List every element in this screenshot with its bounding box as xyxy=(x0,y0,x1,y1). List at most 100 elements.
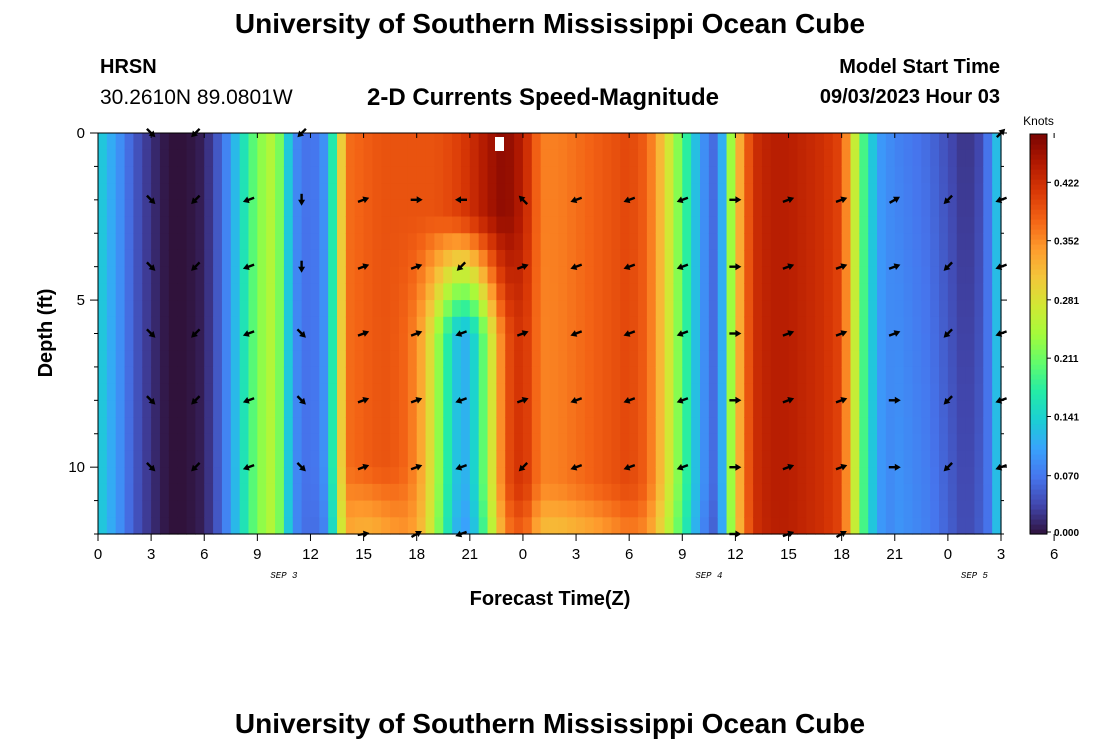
heatmap-cell xyxy=(638,500,648,518)
heatmap-cell xyxy=(487,500,497,518)
heatmap-cell xyxy=(372,149,382,168)
heatmap-cell xyxy=(283,383,294,401)
heatmap-cell xyxy=(151,417,161,435)
heatmap-cell xyxy=(965,417,976,435)
heatmap-cell xyxy=(992,517,1002,535)
heatmap-cell xyxy=(832,249,843,268)
heatmap-cell xyxy=(248,183,258,201)
heatmap-cell xyxy=(540,283,551,301)
current-arrow xyxy=(410,330,423,337)
heatmap-cell xyxy=(478,249,489,268)
heatmap-cell xyxy=(930,517,940,535)
heatmap-cell xyxy=(416,500,427,518)
heatmap-cell xyxy=(691,350,701,368)
heatmap-cell xyxy=(576,417,586,435)
heatmap-cell xyxy=(815,483,825,502)
heatmap-cell xyxy=(584,199,595,218)
heatmap-cell xyxy=(496,300,506,318)
heatmap-cell xyxy=(266,300,276,318)
heatmap-cell xyxy=(947,383,958,401)
heatmap-cell xyxy=(921,266,931,284)
heatmap-cell xyxy=(531,283,542,301)
heatmap-cell xyxy=(868,133,878,151)
heatmap-cell xyxy=(213,450,223,468)
heatmap-cell xyxy=(584,249,595,268)
heatmap-cell xyxy=(399,467,409,485)
heatmap-cell xyxy=(124,233,135,251)
heatmap-cell xyxy=(407,283,418,301)
heatmap-cell xyxy=(992,500,1002,518)
current-arrow xyxy=(191,328,201,338)
current-arrow xyxy=(676,463,689,471)
heatmap-cell xyxy=(159,417,170,435)
heatmap-cell xyxy=(337,400,347,418)
heatmap-cell xyxy=(823,183,834,201)
heatmap-cell xyxy=(815,133,825,151)
heatmap-cell xyxy=(345,483,356,502)
heatmap-cell xyxy=(638,483,648,502)
heatmap-cell xyxy=(620,517,630,535)
heatmap-cell xyxy=(230,450,241,468)
heatmap-cell xyxy=(823,216,834,234)
heatmap-cell xyxy=(602,366,613,385)
heatmap-cell xyxy=(133,400,143,418)
heatmap-cell xyxy=(301,333,312,351)
heatmap-cell xyxy=(310,417,320,435)
heatmap-cell xyxy=(744,433,754,452)
heatmap-cell xyxy=(779,383,790,401)
heatmap-cell xyxy=(425,283,436,301)
heatmap-cell xyxy=(328,450,338,468)
heatmap-cell xyxy=(399,400,409,418)
heatmap-cell xyxy=(806,300,816,318)
heatmap-cell xyxy=(239,517,250,535)
heatmap-cell xyxy=(248,283,258,301)
heatmap-cell xyxy=(761,467,772,485)
heatmap-cell xyxy=(478,350,489,368)
heatmap-cell xyxy=(230,266,241,284)
heatmap-cell xyxy=(168,366,179,385)
heatmap-cell xyxy=(168,283,179,301)
heatmap-cell xyxy=(115,199,126,218)
heatmap-cell xyxy=(399,383,409,401)
heatmap-cell xyxy=(779,216,790,234)
heatmap-cell xyxy=(930,166,940,184)
heatmap-cell xyxy=(956,400,967,418)
heatmap-cell xyxy=(939,467,949,485)
heatmap-cell xyxy=(416,216,427,234)
heatmap-cell xyxy=(124,450,135,468)
heatmap-cell xyxy=(106,483,117,502)
current-arrow xyxy=(782,263,795,270)
heatmap-cell xyxy=(230,500,241,518)
heatmap-cell xyxy=(159,450,170,468)
heatmap-cell xyxy=(655,450,666,468)
heatmap-cell xyxy=(443,283,453,301)
heatmap-cell xyxy=(98,350,108,368)
heatmap-cell xyxy=(841,216,852,234)
heatmap-cell xyxy=(770,133,781,151)
heatmap-cell xyxy=(682,166,692,184)
heatmap-cell xyxy=(823,249,834,268)
heatmap-cell xyxy=(602,133,613,151)
heatmap-cell xyxy=(310,266,320,284)
heatmap-cell xyxy=(133,467,143,485)
heatmap-cell xyxy=(337,433,347,452)
heatmap-cell xyxy=(177,216,188,234)
heatmap-cell xyxy=(337,517,347,535)
heatmap-cell xyxy=(186,467,196,485)
heatmap-cell xyxy=(452,483,462,502)
colorbar-segment xyxy=(1030,239,1047,245)
heatmap-cell xyxy=(230,467,241,485)
heatmap-cell xyxy=(159,199,170,218)
heatmap-cell xyxy=(496,450,506,468)
heatmap-cell xyxy=(106,450,117,468)
heatmap-cell xyxy=(558,149,568,168)
heatmap-cell xyxy=(744,417,754,435)
heatmap-cell xyxy=(159,333,170,351)
heatmap-cell xyxy=(939,333,949,351)
heatmap-cell xyxy=(159,300,170,318)
colorbar-segment xyxy=(1030,419,1047,425)
heatmap-cell xyxy=(956,383,967,401)
heatmap-cell xyxy=(576,383,586,401)
heatmap-cell xyxy=(629,283,639,301)
heatmap-cell xyxy=(275,249,285,268)
